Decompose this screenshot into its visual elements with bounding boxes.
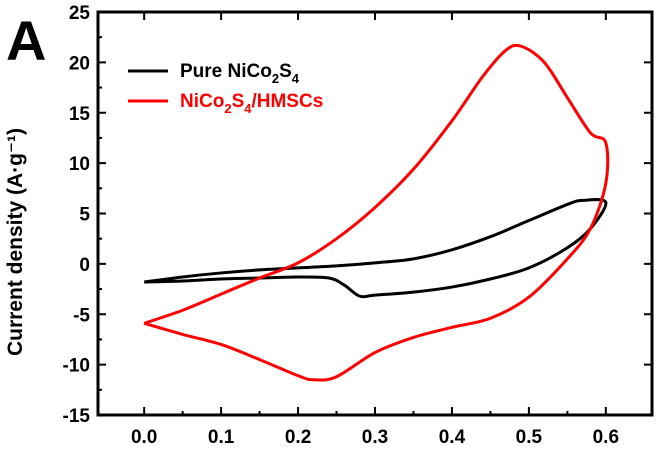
panel-label: A xyxy=(6,9,46,72)
x-tick-label: 0.6 xyxy=(593,427,619,448)
legend-label-nico2s4-hmscs: NiCo2S4/HMSCs xyxy=(180,91,323,116)
legend: Pure NiCo2S4 NiCo2S4/HMSCs xyxy=(128,61,323,116)
y-tick-label: 15 xyxy=(69,104,91,125)
y-axis-label: Current density (A·g⁻¹) xyxy=(4,128,27,356)
series-line-nico2s4-hmscs xyxy=(143,43,610,382)
x-tick-label: 0.4 xyxy=(439,427,466,448)
series-line-pure-nico2s4 xyxy=(143,198,608,299)
x-tick-label: 0.0 xyxy=(131,427,157,448)
y-tick-label: -15 xyxy=(63,406,91,427)
axis-ticks: 0.0 0.1 0.2 0.3 0.4 0.5 0.6 -15 -10 -5 0 5 10 15 20 25 xyxy=(63,3,652,448)
x-tick-label: 0.2 xyxy=(285,427,311,448)
y-tick-label: 0 xyxy=(79,255,90,276)
legend-label-pure-nico2s4: Pure NiCo2S4 xyxy=(180,61,300,86)
x-tick-label: 0.1 xyxy=(208,427,235,448)
y-tick-label: -10 xyxy=(63,356,90,377)
x-tick-label: 0.5 xyxy=(516,427,543,448)
series-layer xyxy=(143,43,610,382)
y-tick-label: 25 xyxy=(69,3,91,24)
y-tick-label: 5 xyxy=(79,205,90,226)
y-tick-label: 10 xyxy=(69,154,90,175)
y-tick-label: -5 xyxy=(73,305,90,326)
x-tick-label: 0.3 xyxy=(362,427,388,448)
y-tick-label: 20 xyxy=(69,53,90,74)
